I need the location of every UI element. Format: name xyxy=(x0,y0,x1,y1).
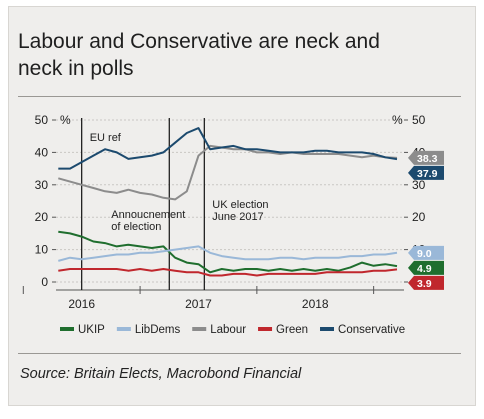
y-tick-label: 30 xyxy=(35,178,49,192)
y-tick-label: 0 xyxy=(41,275,48,289)
end-value-tag xyxy=(408,245,444,260)
legend-label: UKIP xyxy=(78,324,105,336)
event-annotation: Annoucnement xyxy=(111,209,185,221)
x-tick-label: 2018 xyxy=(302,297,329,311)
end-value-label: 3.9 xyxy=(417,278,432,290)
series-line-labour xyxy=(58,144,398,201)
x-tick-label: 2017 xyxy=(185,297,212,311)
series-line-conservative xyxy=(58,127,398,170)
end-value-tag xyxy=(408,260,444,275)
title-line-2: neck in polls xyxy=(18,57,134,80)
series-line-ukip xyxy=(58,230,398,274)
x-tick-label: 2016 xyxy=(68,297,95,311)
source-divider xyxy=(18,353,461,354)
y-tick-label: 10 xyxy=(35,243,49,257)
title-divider xyxy=(18,96,461,97)
title-line-1: Labour and Conservative are neck and xyxy=(18,30,380,53)
chart-title: Labour and Conservative are neck and nec… xyxy=(18,28,458,82)
end-value-tag xyxy=(408,275,444,290)
end-value-tag xyxy=(408,165,444,180)
y2-tick-label: 50 xyxy=(412,113,426,127)
end-value-label: 37.9 xyxy=(417,168,438,180)
y-tick-label: 40 xyxy=(35,145,49,159)
event-annotation: of election xyxy=(111,221,161,233)
legend-label: Green xyxy=(276,324,308,336)
legend-label: Labour xyxy=(210,324,246,336)
legend-label: Conservative xyxy=(338,324,405,336)
y2-tick-label: 30 xyxy=(412,178,426,192)
end-value-tag xyxy=(408,150,444,165)
source-note: Source: Britain Elects, Macrobond Financ… xyxy=(20,366,302,382)
series-line-libdems xyxy=(58,245,398,262)
end-value-label: 38.3 xyxy=(417,153,438,165)
y-tick-label: 50 xyxy=(35,113,49,127)
y-axis-unit: % xyxy=(60,113,71,127)
event-annotation: EU ref xyxy=(90,132,122,144)
end-value-label: 4.9 xyxy=(417,263,432,275)
y2-axis-unit: % xyxy=(392,113,403,127)
event-annotation: UK election xyxy=(212,199,268,211)
y-tick-label: 20 xyxy=(35,210,49,224)
event-annotation: June 2017 xyxy=(212,211,263,223)
series-line-green xyxy=(58,268,398,277)
chart-card xyxy=(8,6,476,406)
y2-tick-label: 20 xyxy=(412,210,426,224)
legend-label: LibDems xyxy=(135,324,181,336)
end-value-label: 9.0 xyxy=(417,248,432,260)
